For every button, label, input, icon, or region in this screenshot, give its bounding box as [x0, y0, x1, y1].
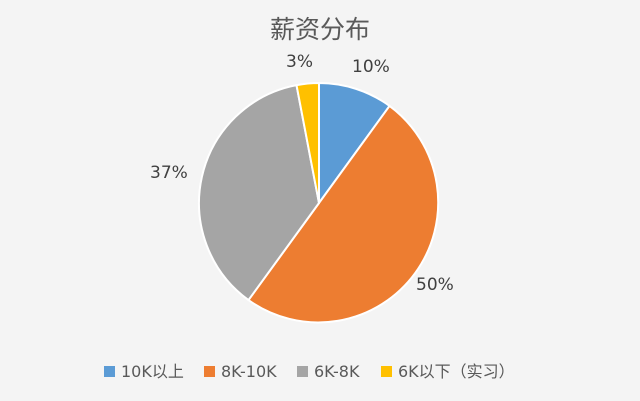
legend-label-6k-8k: 6K-8K — [314, 362, 360, 381]
legend-item-6k-below: 6K以下（实习） — [381, 362, 515, 381]
legend-swatch-6k-8k — [297, 366, 308, 377]
legend-label-8k-10k: 8K-10K — [221, 362, 277, 381]
slice-6k-8k — [198, 84, 320, 302]
data-label-8k-10k: 50% — [416, 275, 454, 295]
slice-6k-below — [295, 82, 320, 204]
slice-8k-10k — [247, 104, 440, 324]
data-label-6k-below: 3% — [286, 52, 313, 72]
legend-swatch-10k-plus — [104, 366, 115, 377]
data-label-10k-plus: 10% — [352, 57, 390, 77]
chart-title: 薪资分布 — [270, 15, 370, 44]
legend-label-6k-below: 6K以下（实习） — [398, 362, 515, 381]
legend-swatch-6k-below — [381, 366, 392, 377]
legend-swatch-8k-10k — [204, 366, 215, 377]
pie-slices — [198, 82, 440, 324]
data-label-6k-8k: 37% — [150, 163, 188, 183]
slice-10k-plus — [318, 82, 391, 204]
legend-label-10k-plus: 10K以上 — [121, 362, 184, 381]
legend-item-6k-8k: 6K-8K — [297, 362, 360, 381]
legend-item-8k-10k: 8K-10K — [204, 362, 277, 381]
legend: 10K以上 8K-10K 6K-8K 6K以下（实习） — [104, 362, 515, 381]
legend-item-10k-plus: 10K以上 — [104, 362, 184, 381]
